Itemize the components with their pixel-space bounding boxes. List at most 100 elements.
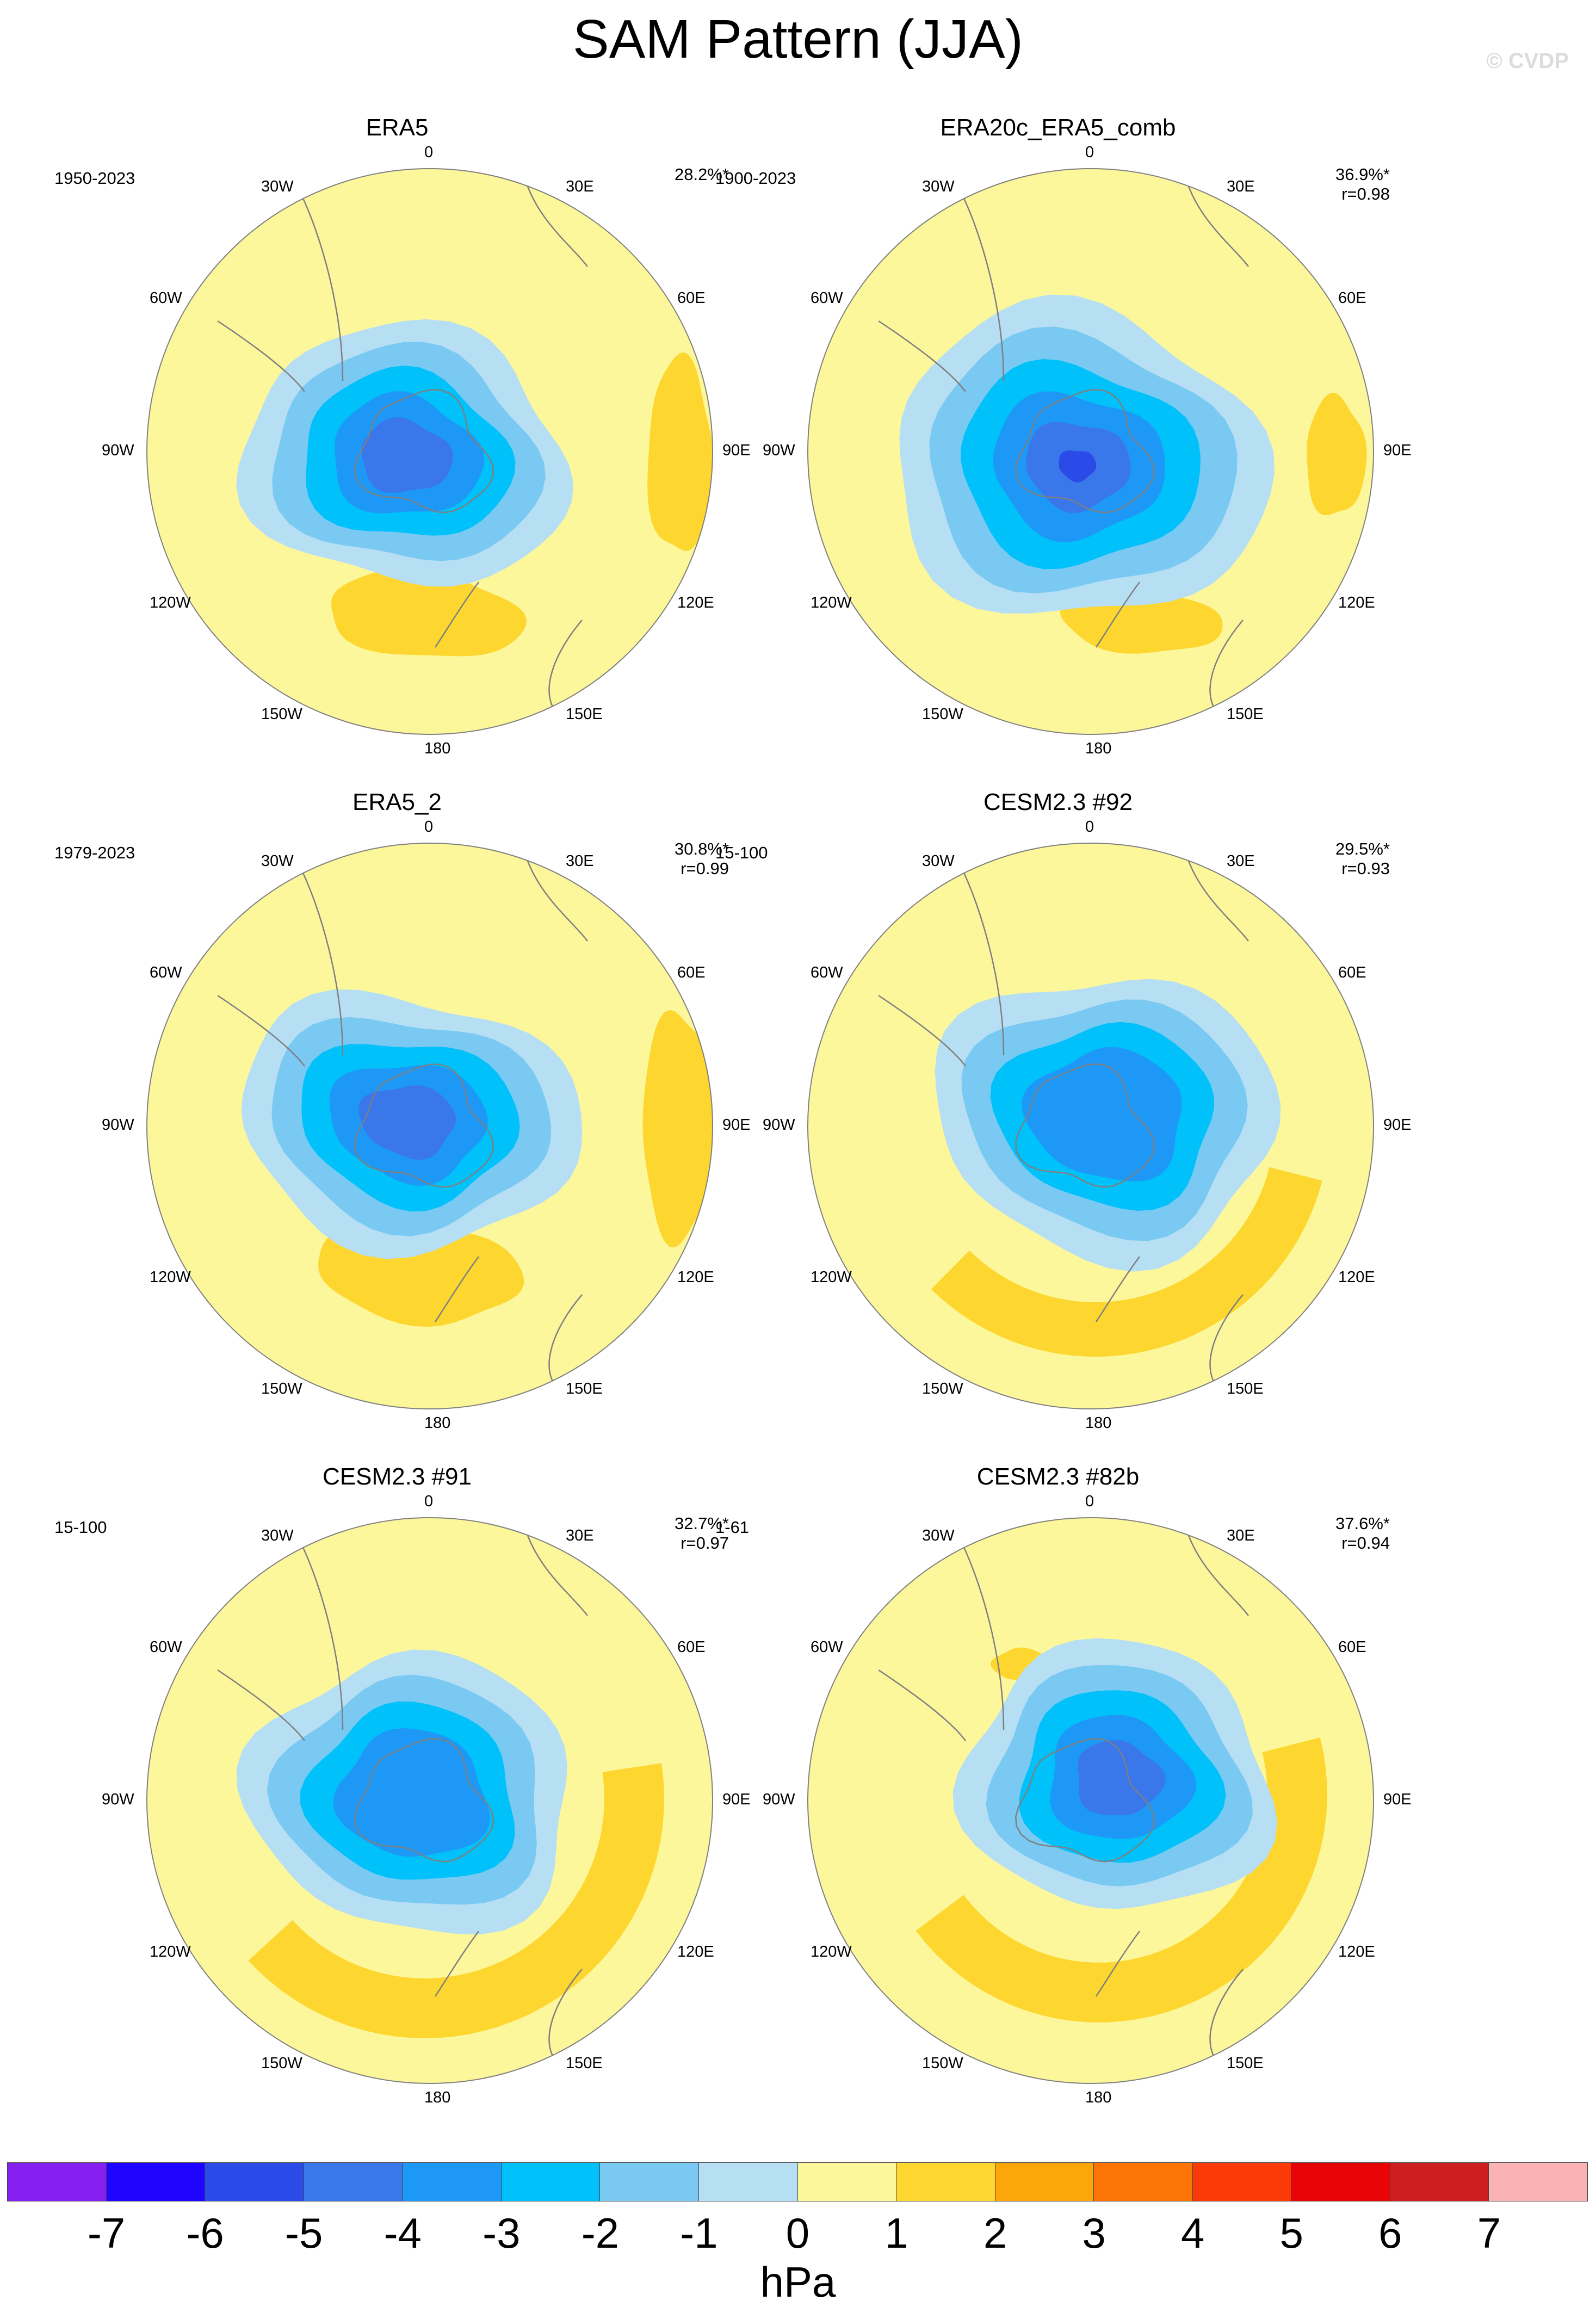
longitude-label: 90E — [722, 1791, 751, 1808]
colorbar-swatch — [205, 2162, 304, 2201]
panel-period: 1900-2023 — [715, 169, 796, 188]
longitude-label: 120W — [811, 594, 852, 611]
colorbar-swatch — [698, 2162, 798, 2201]
positive-anomaly — [1307, 393, 1367, 516]
figure-title: SAM Pattern (JJA) — [573, 9, 1023, 70]
negative-anomaly-contour — [333, 1728, 490, 1857]
longitude-label: 120W — [150, 594, 191, 611]
coastline — [878, 320, 966, 392]
coastline — [959, 864, 1005, 1056]
coastline — [298, 190, 344, 381]
percent-variance: 29.5%* — [1335, 839, 1390, 858]
percent-variance: 30.8%* — [675, 839, 729, 858]
panel-title: ERA20c_ERA5_comb — [940, 114, 1176, 141]
longitude-label: 90E — [722, 442, 751, 459]
longitude-label: 90W — [102, 1791, 134, 1808]
colorbar-swatch — [1093, 2162, 1193, 2201]
panel-period: 1-61 — [715, 1518, 750, 1537]
colorbar-tick-label: 5 — [1279, 2209, 1303, 2257]
antarctica-outline — [354, 1738, 494, 1863]
longitude-label: 180 — [1085, 2089, 1112, 2106]
colorbar-swatch — [106, 2162, 206, 2201]
polar-map — [807, 1517, 1374, 2084]
colorbar-tick-label: 2 — [983, 2209, 1007, 2257]
positive-anomaly-band — [915, 1737, 1327, 2023]
negative-anomaly-contour — [361, 417, 453, 493]
longitude-label: 150W — [922, 705, 963, 723]
antarctica-outline — [354, 1063, 494, 1188]
longitude-label: 150E — [1227, 2054, 1264, 2072]
longitude-label: 150E — [566, 705, 603, 723]
pattern-correlation: r=0.98 — [1341, 184, 1390, 203]
map-panel: CESM2.3 #91 15-100 32.7%* r=0.97 0 30E 60E 90E 1… — [38, 1463, 756, 2141]
colorbar-swatch — [896, 2162, 995, 2201]
longitude-label: 180 — [424, 740, 451, 757]
longitude-label: 150E — [566, 2054, 603, 2072]
pattern-correlation: r=0.97 — [681, 1533, 729, 1553]
map-panel: ERA5_2 1979-2023 30.8%* r=0.99 0 30E 60E 90E 120… — [38, 789, 756, 1466]
panel-period: 1979-2023 — [54, 843, 135, 862]
longitude-label: 90W — [763, 442, 795, 459]
coastline — [959, 1539, 1005, 1730]
coastline — [217, 994, 305, 1067]
percent-variance: 32.7%* — [675, 1514, 729, 1533]
colorbar — [7, 2162, 1588, 2201]
percent-variance: 28.2%* — [675, 165, 729, 184]
antarctica-outline — [1015, 1063, 1155, 1188]
longitude-label: 60E — [1338, 1638, 1366, 1656]
panel-title: CESM2.3 #92 — [983, 789, 1133, 815]
longitude-label: 30W — [922, 852, 955, 870]
colorbar-swatch — [1389, 2162, 1489, 2201]
longitude-label: 60W — [811, 289, 843, 307]
colorbar-swatch — [500, 2162, 601, 2201]
longitude-label: 120E — [677, 594, 714, 611]
longitude-label: 60E — [1338, 289, 1366, 307]
antarctica-outline — [354, 389, 494, 514]
pattern-correlation: r=0.99 — [681, 859, 729, 878]
longitude-label: 60E — [677, 1638, 706, 1656]
longitude-label: 30E — [566, 852, 594, 870]
panel-stats: 30.8%* r=0.99 — [675, 839, 729, 879]
percent-variance: 37.6%* — [1335, 1514, 1390, 1533]
colorbar-swatch — [7, 2162, 107, 2201]
coastline — [434, 1256, 480, 1322]
colorbar-tick-label: 3 — [1082, 2209, 1106, 2257]
longitude-label: 90E — [1383, 442, 1412, 459]
polar-map — [146, 843, 713, 1409]
credit-watermark: © CVDP — [1486, 49, 1569, 73]
panel-period: 1950-2023 — [54, 169, 135, 188]
map-border — [807, 1517, 1374, 2084]
longitude-label: 150W — [261, 705, 302, 723]
longitude-label: 30W — [922, 1527, 955, 1545]
longitude-label: 120W — [150, 1269, 191, 1286]
longitude-label: 30W — [922, 178, 955, 196]
longitude-label: 150W — [922, 2054, 963, 2072]
pattern-correlation: r=0.94 — [1341, 1533, 1390, 1553]
map-border — [807, 168, 1374, 735]
negative-anomaly-contour — [358, 1085, 456, 1160]
panel-title: ERA5_2 — [352, 789, 442, 815]
colorbar-swatch — [402, 2162, 502, 2201]
panel-stats: 32.7%* r=0.97 — [675, 1514, 729, 1553]
pattern-correlation: r=0.93 — [1341, 859, 1390, 878]
longitude-label: 60W — [150, 1638, 182, 1656]
longitude-label: 0 — [424, 1493, 434, 1510]
colorbar-tick-label: -7 — [87, 2209, 126, 2257]
longitude-label: 90E — [1383, 1116, 1412, 1134]
coastline — [434, 1931, 480, 1997]
panel-stats: 37.6%* r=0.94 — [1335, 1514, 1390, 1553]
panel-period: 15-100 — [715, 843, 768, 862]
polar-map — [807, 168, 1374, 735]
longitude-label: 120W — [811, 1269, 852, 1286]
panel-title: ERA5 — [366, 114, 429, 141]
percent-variance: 36.9%* — [1335, 165, 1390, 184]
colorbar-tick-label: 1 — [884, 2209, 908, 2257]
longitude-label: 120E — [1338, 1269, 1375, 1286]
longitude-label: 30E — [566, 1527, 594, 1545]
longitude-label: 60E — [1338, 964, 1366, 981]
colorbar-swatch — [1192, 2162, 1292, 2201]
colorbar-units: hPa — [760, 2258, 836, 2306]
colorbar-tick-label: -2 — [581, 2209, 620, 2257]
longitude-label: 0 — [1085, 1493, 1094, 1510]
colorbar-tick-label: -1 — [680, 2209, 718, 2257]
